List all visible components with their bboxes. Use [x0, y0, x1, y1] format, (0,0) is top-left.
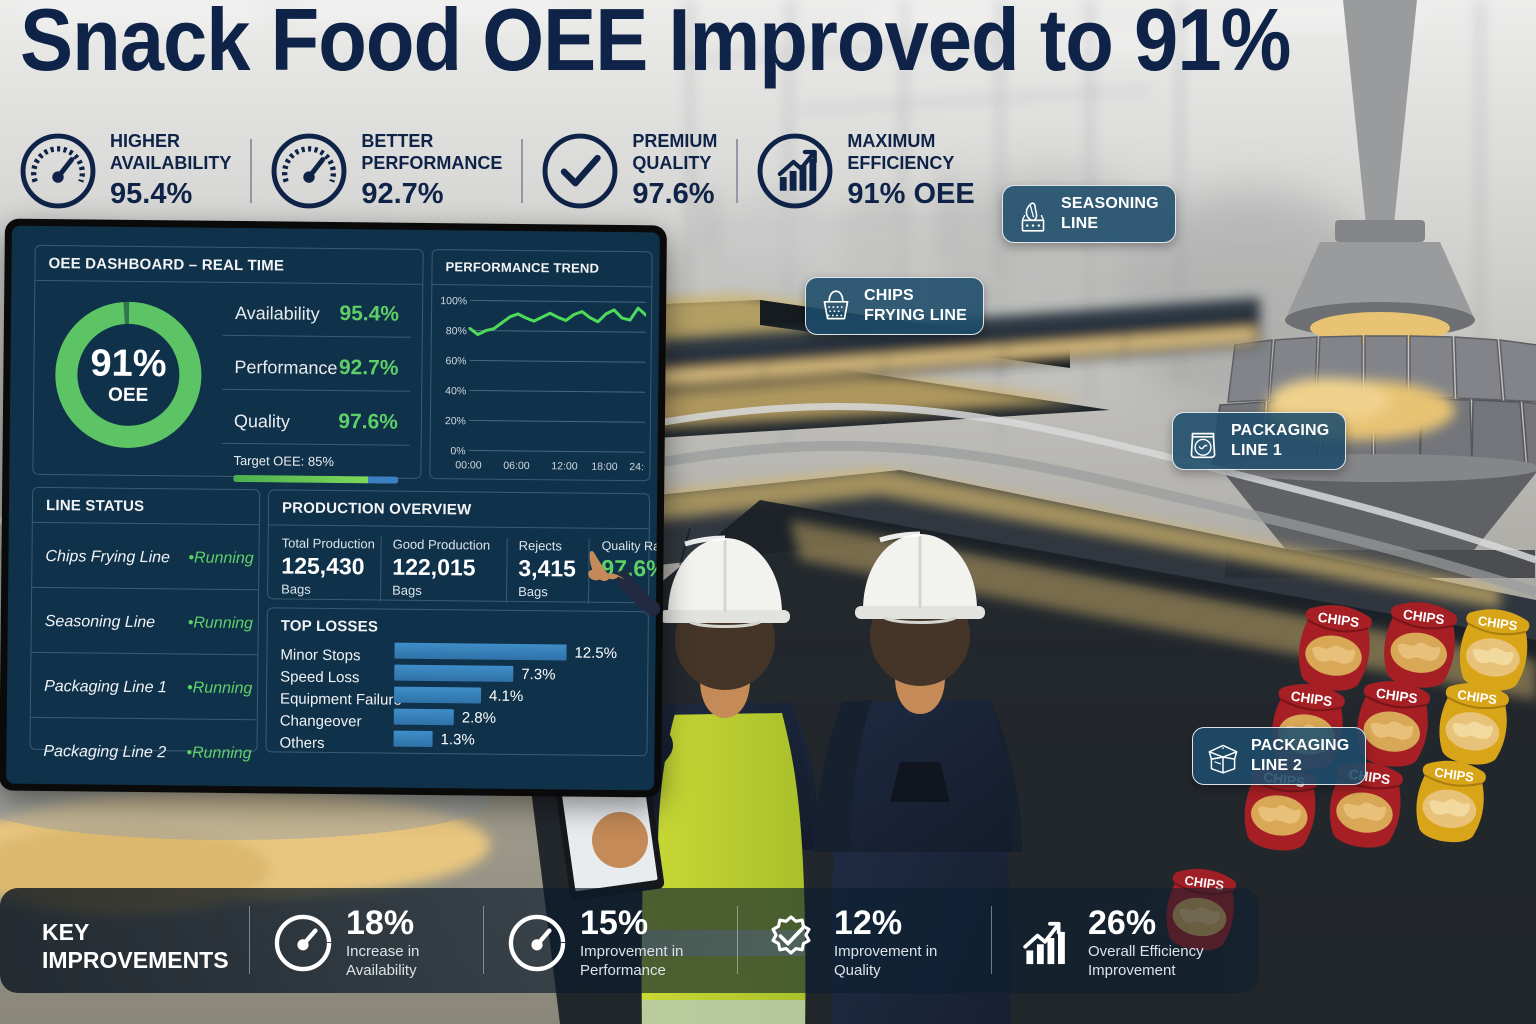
svg-text:18:00: 18:00	[591, 461, 618, 473]
svg-text:00:00: 00:00	[455, 459, 482, 471]
svg-text:80%: 80%	[446, 325, 467, 337]
svg-text:12:00: 12:00	[551, 460, 578, 472]
svg-text:0%: 0%	[450, 445, 465, 457]
svg-text:24:00: 24:00	[629, 461, 646, 473]
svg-text:60%: 60%	[445, 355, 466, 367]
svg-text:40%: 40%	[445, 385, 466, 397]
svg-text:100%: 100%	[440, 295, 467, 307]
svg-text:20%: 20%	[445, 415, 466, 427]
svg-text:06:00: 06:00	[503, 460, 530, 472]
